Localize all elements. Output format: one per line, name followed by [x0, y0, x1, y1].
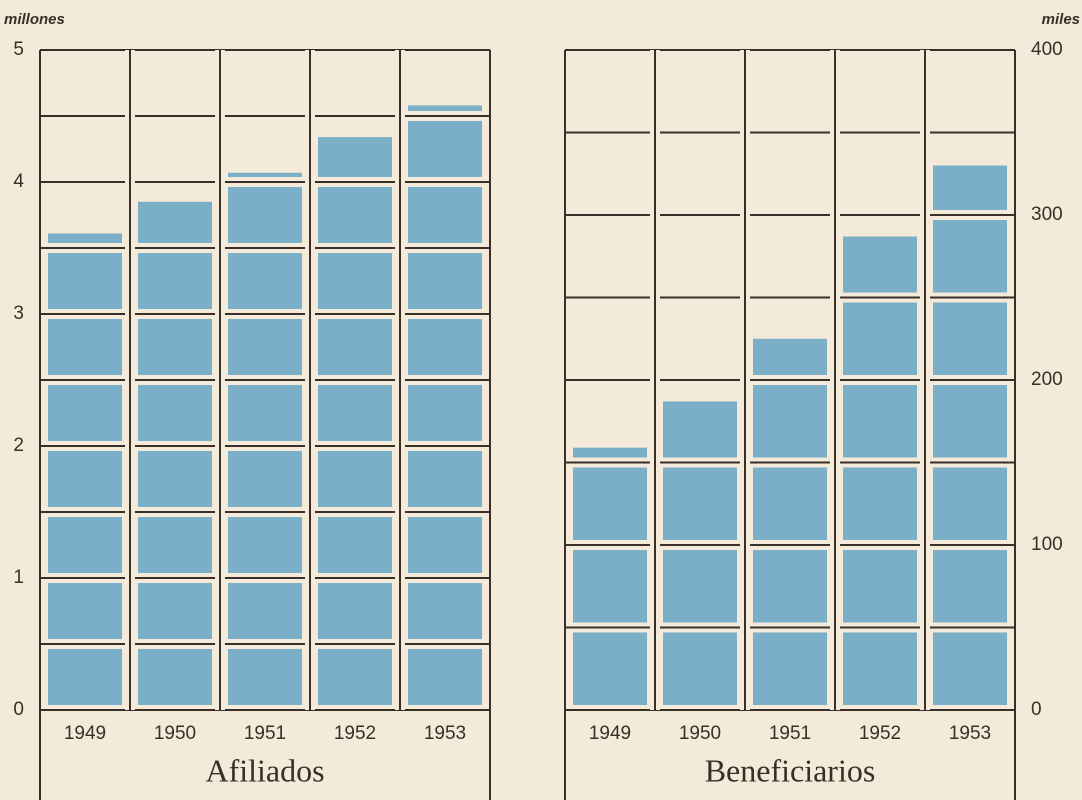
- x-tick-label: 1952: [334, 723, 376, 744]
- bar: [753, 338, 827, 710]
- y-axis-label: miles: [1042, 11, 1080, 28]
- y-tick-label: 0: [13, 699, 24, 720]
- x-tick-label: 1952: [859, 723, 901, 744]
- bar: [843, 236, 917, 710]
- bar: [48, 233, 122, 711]
- bar: [573, 447, 647, 710]
- y-tick-label: 0: [1031, 699, 1042, 720]
- y-tick-label: 5: [13, 39, 24, 60]
- x-tick-label: 1950: [154, 723, 196, 744]
- x-tick-label: 1953: [949, 723, 991, 744]
- x-tick-label: 1951: [769, 723, 811, 744]
- bar: [933, 165, 1007, 710]
- y-tick-label: 2: [13, 435, 24, 456]
- x-tick-label: 1949: [64, 723, 106, 744]
- bar: [138, 201, 212, 711]
- bar: [318, 137, 392, 710]
- y-tick-label: 400: [1031, 39, 1063, 60]
- y-tick-label: 300: [1031, 204, 1063, 225]
- y-tick-label: 100: [1031, 534, 1063, 555]
- y-tick-label: 3: [13, 303, 24, 324]
- x-tick-label: 1949: [589, 723, 631, 744]
- bar: [663, 401, 737, 710]
- x-tick-label: 1950: [679, 723, 721, 744]
- y-tick-label: 1: [13, 567, 24, 588]
- y-axis-label: millones: [4, 11, 65, 28]
- x-tick-label: 1951: [244, 723, 286, 744]
- chart-title: Afiliados: [205, 752, 324, 788]
- y-tick-label: 4: [13, 171, 24, 192]
- x-tick-label: 1953: [424, 723, 466, 744]
- y-tick-label: 200: [1031, 369, 1063, 390]
- bar: [408, 105, 482, 710]
- chart-title: Beneficiarios: [705, 752, 876, 788]
